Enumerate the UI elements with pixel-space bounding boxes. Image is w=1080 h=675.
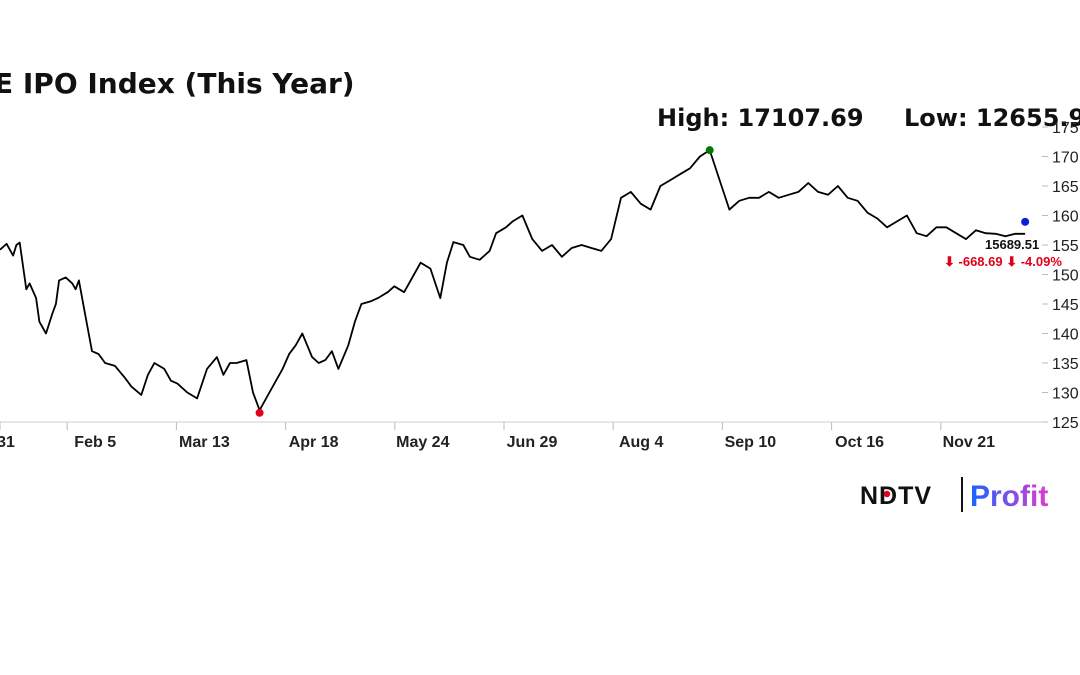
high-point-marker <box>705 146 714 155</box>
y-tick-label: 170 <box>1052 150 1079 167</box>
high-label: High: 17107.69 <box>657 104 864 132</box>
y-tick-label: 160 <box>1052 209 1079 226</box>
change-label: ⬇ -668.69 ⬇ -4.09% <box>944 254 1062 269</box>
x-axis-ticks: 31 Feb 5 Mar 13 Apr 18 May 24 Jun 29 Aug 4 Sep … <box>0 422 995 451</box>
ndtv-profit-logo: NDTV Profit <box>860 477 1048 513</box>
last-point-marker <box>1021 217 1030 226</box>
last-value-label: 15689.51 <box>985 237 1039 252</box>
x-tick-label: Sep 10 <box>725 434 777 451</box>
chart-title: E IPO Index (This Year) <box>0 67 355 100</box>
x-tick-label: Mar 13 <box>179 434 230 451</box>
x-tick-label: Jun 29 <box>507 434 558 451</box>
y-tick-label: 140 <box>1052 327 1079 344</box>
x-tick-label: Feb 5 <box>74 434 116 451</box>
series-line <box>0 149 1026 412</box>
y-tick-label: 150 <box>1052 268 1079 285</box>
y-tick-label: 145 <box>1052 297 1079 314</box>
x-tick-label: 31 <box>0 434 15 451</box>
low-point-marker <box>255 408 264 417</box>
x-tick-label: Apr 18 <box>289 434 339 451</box>
ndtv-wordmark: NDTV <box>860 482 932 510</box>
x-tick-label: Nov 21 <box>943 434 996 451</box>
y-tick-label: 175 <box>1052 120 1079 137</box>
y-tick-label: 135 <box>1052 356 1079 373</box>
low-label: Low: 12655.98 <box>904 104 1080 132</box>
x-tick-label: Aug 4 <box>619 434 664 451</box>
x-tick-label: Oct 16 <box>835 434 884 451</box>
y-tick-label: 155 <box>1052 238 1079 255</box>
x-tick-label: May 24 <box>396 434 449 451</box>
y-tick-label: 165 <box>1052 179 1079 196</box>
profit-wordmark: Profit <box>970 480 1048 513</box>
y-tick-label: 125 <box>1052 415 1079 432</box>
y-axis-ticks: 175 170 165 160 155 150 145 140 135 130 125 <box>1042 120 1079 432</box>
y-tick-label: 130 <box>1052 386 1079 403</box>
ndtv-red-dot <box>883 490 891 498</box>
